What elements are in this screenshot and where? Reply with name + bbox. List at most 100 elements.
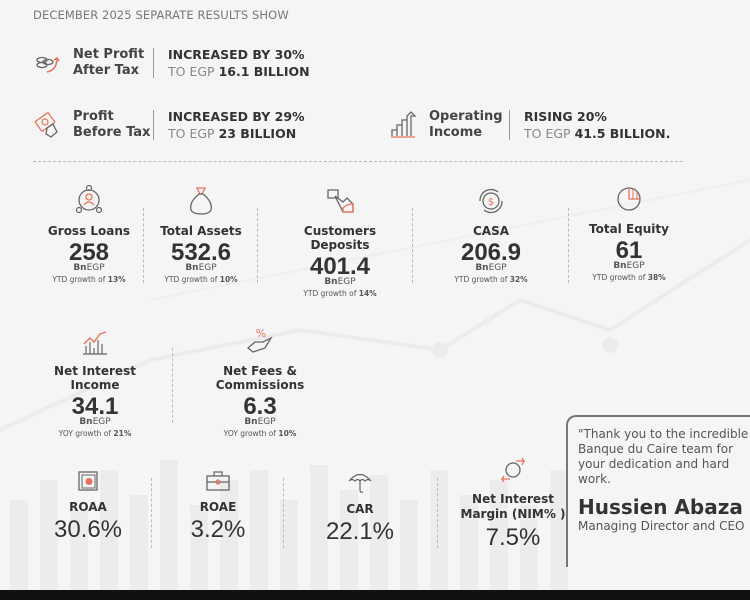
kpi-unit: EGP <box>337 277 356 287</box>
kpi-value: 258 <box>68 239 110 266</box>
highlight-amount: 41.5 BILLION. <box>574 126 671 141</box>
highlight-prefix: TO EGP <box>168 126 215 141</box>
highlight-operating-income: Operating Income RISING 20% TO EGP 41.5 B… <box>389 108 670 142</box>
kpi-unit: EGP <box>257 417 276 427</box>
kpi-unit: Bn <box>613 261 627 271</box>
divider <box>153 48 154 78</box>
divider <box>172 348 173 423</box>
highlight-label: Operating <box>429 109 503 124</box>
highlight-amount: 23 BILLION <box>218 126 297 141</box>
section-divider <box>33 161 683 162</box>
ratio-roaa: ROAA 30.6% <box>28 470 148 544</box>
kpi-unit: Bn <box>244 417 258 427</box>
highlight-label: After Tax <box>73 63 140 78</box>
kpi-value: 61 <box>615 237 643 264</box>
divider <box>257 208 258 283</box>
kpi-value: 532.6 <box>170 239 232 266</box>
kpi-title: Total Equity <box>589 222 669 236</box>
ratio-value: 7.5% <box>485 524 541 551</box>
coins-growth-icon <box>36 56 60 73</box>
highlight-prefix: TO EGP <box>168 64 215 79</box>
highlight-prefix: TO EGP <box>524 126 571 141</box>
kpi-value: 34.1 <box>71 393 119 420</box>
svg-text:$: $ <box>488 197 494 208</box>
kpi-title: Gross Loans <box>47 224 131 238</box>
highlight-label: Profit <box>73 109 114 124</box>
bar-steps-arrow-icon <box>391 111 417 138</box>
kpi-value: 401.4 <box>309 253 371 280</box>
divider <box>153 110 154 140</box>
percent-hand-icon: % <box>246 327 273 353</box>
kpi-growth-label: YTD growth of <box>592 273 646 282</box>
highlight-profit-before-tax: Profit Before Tax INCREASED BY 29% TO EGP… <box>33 108 305 142</box>
divider <box>509 110 510 140</box>
kpi-unit: EGP <box>488 263 507 273</box>
kpi-value: 206.9 <box>460 239 522 266</box>
kpi-title: Net Interest Income <box>54 364 136 392</box>
highlight-label: Income <box>429 125 483 140</box>
ceo-quote: "Thank you to the incredible Banque du C… <box>566 415 750 567</box>
money-bag-icon <box>190 187 212 215</box>
kpi-growth: 10% <box>219 275 238 284</box>
ratio-car: CAR 22.1% <box>300 470 420 546</box>
ceo-name: Hussien Abaza <box>578 495 743 519</box>
ratio-nim: Net Interest Margin (NIM% ) 7.5% <box>453 456 573 552</box>
kpi-title: Total Assets <box>160 224 242 238</box>
safe-icon <box>78 471 98 491</box>
kpi-growth: 10% <box>278 429 297 438</box>
highlight-change: RISING 20% <box>524 109 607 124</box>
kpi-value: 6.3 <box>243 393 277 420</box>
highlight-label: Before Tax <box>73 125 151 140</box>
kpi-unit: Bn <box>324 277 338 287</box>
kpi-growth-label: YTD growth of <box>454 275 508 284</box>
kpi-growth-label: YTD growth of <box>303 289 357 298</box>
kpi-unit: EGP <box>198 263 217 273</box>
dollar-cycle-icon: $ <box>479 188 503 214</box>
ratio-value: 3.2% <box>190 516 246 543</box>
pie-chart-icon <box>617 187 641 211</box>
kpi-casa: $ CASA 206.9 BnEGP YTD growth of 32% <box>426 182 556 284</box>
divider <box>151 478 152 548</box>
network-person-icon <box>75 184 103 214</box>
kpi-growth: 13% <box>107 275 126 284</box>
footer-bar <box>0 590 750 600</box>
kpi-customers-deposits: Customers Deposits 401.4 BnEGP YTD growt… <box>275 182 405 298</box>
kpi-growth-label: YOY growth of <box>223 429 276 438</box>
kpi-unit: Bn <box>73 263 87 273</box>
highlight-amount: 16.1 BILLION <box>218 64 310 79</box>
ratio-value: 30.6% <box>53 516 123 543</box>
kpi-growth-label: YTD growth of <box>164 275 218 284</box>
kpi-total-assets: Total Assets 532.6 BnEGP YTD growth of 1… <box>136 182 266 284</box>
deposit-hand-icon <box>327 189 354 213</box>
kpi-unit: EGP <box>92 417 111 427</box>
divider <box>412 208 413 283</box>
kpi-total-equity: Total Equity 61 BnEGP YTD growth of 38% <box>564 180 694 282</box>
ratio-title: CAR <box>346 502 374 516</box>
highlight-label: Net Profit <box>73 47 145 62</box>
exchange-circle-icon <box>500 457 526 483</box>
divider <box>568 208 569 283</box>
page-header: DECEMBER 2025 SEPARATE RESULTS SHOW <box>33 8 289 22</box>
highlight-net-profit: Net Profit After Tax INCREASED BY 30% TO … <box>33 46 310 80</box>
kpi-growth: 14% <box>358 289 377 298</box>
kpi-growth: 21% <box>113 429 132 438</box>
cash-hand-icon <box>34 112 58 138</box>
divider <box>143 208 144 283</box>
divider <box>283 478 284 548</box>
kpi-unit: EGP <box>86 263 105 273</box>
ceo-role: Managing Director and CEO <box>578 519 745 533</box>
briefcase-icon <box>206 471 230 491</box>
kpi-net-fees-commissions: % Net Fees & Commissions 6.3 BnEGP YOY g… <box>180 322 340 438</box>
ratio-title: ROAE <box>199 500 237 514</box>
kpi-unit: Bn <box>185 263 199 273</box>
kpi-growth: 38% <box>647 273 666 282</box>
kpi-title: Customers Deposits <box>303 224 377 252</box>
line-chart-icon <box>83 331 107 355</box>
ratio-title: Net Interest <box>472 492 554 506</box>
kpi-gross-loans: Gross Loans 258 BnEGP YTD growth of 13% <box>24 182 154 284</box>
quote-text: "Thank you to the incredible Banque du C… <box>578 427 749 486</box>
kpi-title: CASA <box>472 224 510 238</box>
kpi-unit: Bn <box>475 263 489 273</box>
divider <box>437 478 438 548</box>
ratio-title: Margin (NIM% ) <box>460 507 566 521</box>
